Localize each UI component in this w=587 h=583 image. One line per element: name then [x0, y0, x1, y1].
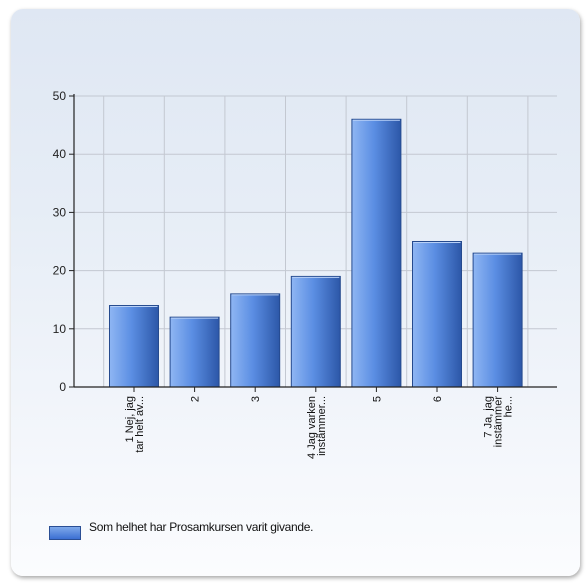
- y-tick-label: 20: [53, 264, 67, 278]
- grid: [74, 95, 557, 387]
- x-tick-label-line: 7 Ja, jag: [483, 396, 495, 438]
- bar: [109, 305, 159, 388]
- y-tick-label: 40: [53, 147, 67, 161]
- legend: Som helhet har Prosamkursen varit givand…: [49, 521, 329, 540]
- bar: [169, 316, 220, 388]
- legend-label: Som helhet har Prosamkursen varit givand…: [89, 520, 314, 534]
- y-tick-label: 30: [53, 205, 67, 219]
- x-tick-label: 4 Jag varkeninstämmer...: [306, 396, 328, 459]
- x-tick-label-line: 4 Jag varken: [306, 396, 318, 459]
- axes: [69, 94, 557, 392]
- x-tick-label-line: 6: [432, 396, 444, 402]
- x-tick-label: 7 Ja, jaginstämmerhe...: [483, 396, 515, 448]
- x-tick-label-line: 1 Nej, jag: [124, 396, 136, 442]
- x-tick-label-line: 3: [250, 396, 262, 402]
- bar: [351, 118, 402, 388]
- bar: [230, 293, 281, 388]
- bars: [109, 118, 523, 388]
- y-tick-label: 0: [59, 380, 66, 394]
- x-tick-label: 6: [432, 396, 444, 402]
- y-tick-label: 10: [53, 322, 67, 336]
- x-tick-label: 5: [371, 396, 383, 402]
- x-tick-label-line: 2: [190, 396, 202, 402]
- x-tick-label-line: instämmer: [493, 396, 505, 448]
- x-tick-label-line: tar helt av...: [134, 396, 146, 453]
- x-tick-label-line: he...: [503, 396, 515, 417]
- bar: [290, 275, 341, 388]
- bar: [472, 252, 523, 388]
- x-tick-label: 2: [190, 396, 202, 402]
- legend-swatch: [49, 526, 81, 540]
- x-tick-label-line: instämmer...: [316, 396, 328, 456]
- x-tick-label-line: 5: [371, 396, 383, 402]
- bar: [412, 241, 462, 388]
- y-tick-label: 50: [53, 89, 67, 103]
- x-tick-label: 3: [250, 396, 262, 402]
